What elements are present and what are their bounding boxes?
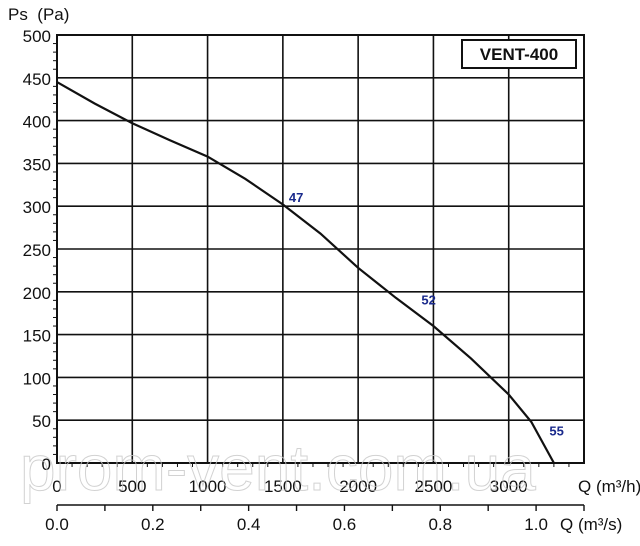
grid [56, 34, 585, 464]
x2-tick-label: 0.4 [237, 515, 261, 534]
y-tick-label: 500 [23, 27, 51, 46]
x2-tick-label: 0.2 [141, 515, 165, 534]
y-tick-label: 50 [32, 412, 51, 431]
x-tick-label: 3000 [490, 477, 528, 496]
efficiency-label: 55 [549, 424, 563, 439]
efficiency-label: 47 [289, 190, 303, 205]
y-tick-label: 400 [23, 113, 51, 132]
x-axis: 0 500 1000 1500 2000 2500 3000 [52, 463, 570, 496]
x-tick-label: 500 [118, 477, 146, 496]
y-tick-label: 200 [23, 284, 51, 303]
x2-tick-label: 0.6 [333, 515, 357, 534]
x2-tick-label: 0.8 [428, 515, 452, 534]
watermark: prom-vent.com.ua [20, 432, 536, 504]
x-tick-label: 1000 [189, 477, 227, 496]
series-line [56, 81, 555, 464]
x-tick-label: 2500 [415, 477, 453, 496]
title-box [461, 39, 577, 69]
chart-title: VENT-400 [480, 45, 558, 64]
y-tick-label: 100 [23, 369, 51, 388]
y-tick-label: 450 [23, 70, 51, 89]
annotations: 47 52 55 [289, 190, 564, 439]
x-axis-label: Q (m³/h) [578, 477, 640, 496]
y-axis-label: Ps (Pa) [8, 5, 69, 24]
y-tick-label: 350 [23, 155, 51, 174]
y-tick-label: 0 [42, 455, 51, 474]
y-tick-label: 150 [23, 327, 51, 346]
x2-tick-label: 0.0 [45, 515, 69, 534]
y-tick-label: 250 [23, 241, 51, 260]
x-tick-label: 2000 [339, 477, 377, 496]
x2-axis: 0.0 0.2 0.4 0.6 0.8 1.0 [45, 504, 585, 534]
x2-axis-label: Q (m³/s) [560, 515, 622, 534]
y-axis: 0 50 100 150 200 250 300 350 400 450 500 [23, 27, 57, 474]
y-tick-label: 300 [23, 198, 51, 217]
x-tick-label: 1500 [264, 477, 302, 496]
x2-tick-label: 1.0 [524, 515, 548, 534]
efficiency-label: 52 [421, 293, 435, 308]
x-tick-label: 0 [52, 477, 61, 496]
